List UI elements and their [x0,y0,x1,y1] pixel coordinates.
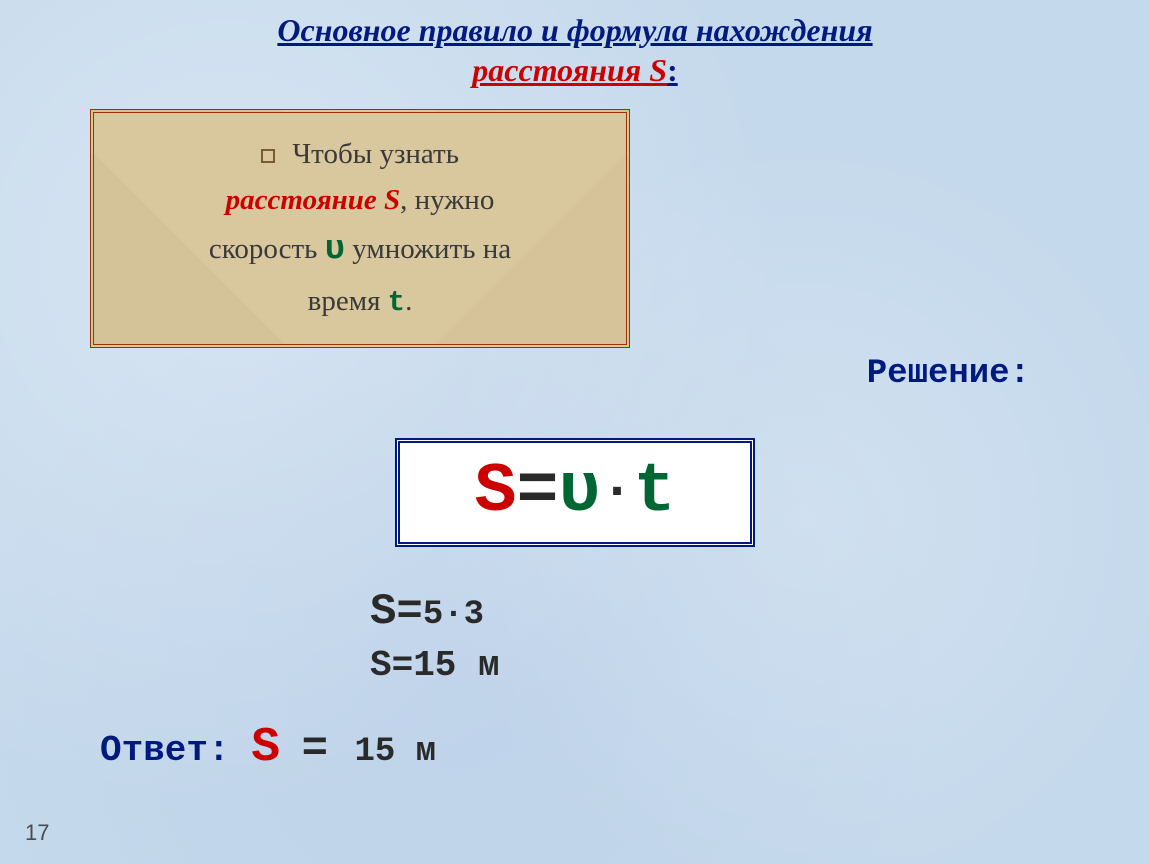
title-line2: расстояния S: [0,52,1150,89]
answer-line: Ответ: S = 15 м [100,721,1150,775]
bullet-icon [261,149,275,163]
answer-value: 15 м [354,733,436,771]
calc-line1-s: S= [370,587,423,637]
solution-label: Решение: [867,355,1030,393]
formula-s: S [474,453,516,532]
rule-symbol-v: υ [325,231,345,269]
title-line1: Основное правило и формула нахождения [0,10,1150,52]
rule-symbol-t: t [388,286,405,319]
formula-eq: = [516,453,558,532]
formula-dot: · [601,460,634,523]
title-colon: : [667,52,678,88]
answer-eq: = [302,724,355,774]
formula-v: υ [558,453,600,532]
formula-t: t [634,453,676,532]
calculation-block: S=5·3 S=15 м [370,587,1150,686]
calc-line2: S=15 м [370,645,1150,686]
rule-box: Чтобы узнать расстояние S, нужно скорост… [90,109,630,349]
answer-s: S [251,721,280,775]
slide-title: Основное правило и формула нахождения ра… [0,0,1150,89]
calc-line1: S=5·3 [370,587,1150,637]
rule-text-mid4: время [308,285,388,317]
rule-highlight-red: расстояние S [226,184,400,216]
rule-text-before: Чтобы узнать [292,138,459,170]
rule-text-mid2: скорость [209,233,325,265]
rule-text-end: . [405,285,412,317]
page-number: 17 [25,820,49,846]
formula-box: S=υ·t [395,438,755,547]
rule-text-mid1: , нужно [400,184,494,216]
rule-text-mid3: умножить на [345,233,511,265]
answer-label: Ответ: [100,730,251,771]
calc-line1-expr: 5·3 [423,596,484,634]
title-highlight: расстояния S [472,52,667,88]
